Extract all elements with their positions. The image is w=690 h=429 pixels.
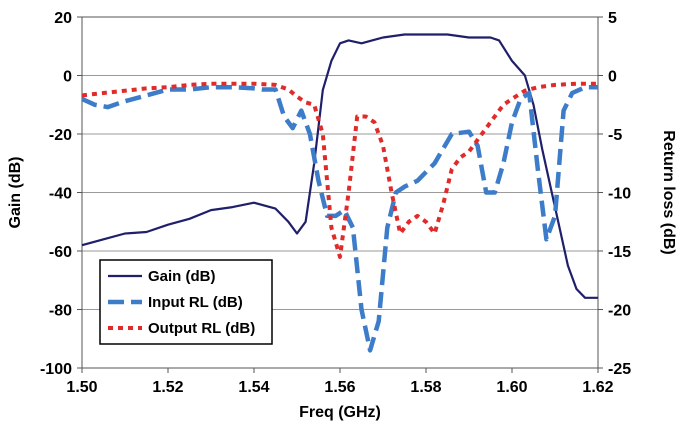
x-tick-label: 1.56 bbox=[324, 379, 355, 396]
plot-area-frame bbox=[81, 16, 599, 369]
legend-box bbox=[99, 259, 273, 345]
left-y-tick-label: -20 bbox=[49, 127, 72, 144]
legend: Gain (dB) Input RL (dB) Output RL (dB) bbox=[99, 259, 273, 345]
x-axis-title: Freq (GHz) bbox=[299, 404, 381, 421]
x-tick-label: 1.62 bbox=[582, 379, 613, 396]
series-line-input-rl bbox=[81, 84, 598, 353]
left-y-tick-label: 20 bbox=[54, 10, 72, 27]
legend-label-gain: Gain (dB) bbox=[148, 268, 216, 285]
left-y-tick-label: -60 bbox=[49, 244, 72, 261]
series-line-output-rl bbox=[81, 81, 598, 259]
x-tick-label: 1.50 bbox=[66, 379, 97, 396]
x-tick-label: 1.52 bbox=[152, 379, 183, 396]
left-y-tick-label: -100 bbox=[40, 361, 72, 378]
right-y-tick-label: 0 bbox=[608, 69, 617, 86]
left-y-tick-label: -80 bbox=[49, 303, 72, 320]
right-y-tick-label: -15 bbox=[608, 244, 631, 261]
series-layer bbox=[81, 33, 598, 353]
legend-label-input-rl: Input RL (dB) bbox=[148, 294, 243, 311]
right-y-tick-label: 5 bbox=[608, 10, 617, 27]
right-y-tick-label: -10 bbox=[608, 186, 631, 203]
right-y-axis-title: Return loss (dB) bbox=[660, 130, 677, 254]
right-y-tick-label: -25 bbox=[608, 361, 631, 378]
x-tick-label: 1.54 bbox=[238, 379, 269, 396]
right-y-tick-label: -5 bbox=[608, 127, 622, 144]
left-y-axis-title: Gain (dB) bbox=[7, 157, 24, 229]
x-tick-label: 1.60 bbox=[496, 379, 527, 396]
right-y-tick-label: -20 bbox=[608, 303, 631, 320]
left-y-tick-label: -40 bbox=[49, 186, 72, 203]
left-y-tick-label: 0 bbox=[63, 69, 72, 86]
x-tick-label: 1.58 bbox=[410, 379, 441, 396]
tick-labels: 20 0 -20 -40 -60 -80 -100 5 0 -5 -10 -15 -20 -25 1.50 1… bbox=[40, 10, 631, 396]
legend-label-output-rl: Output RL (dB) bbox=[148, 320, 255, 337]
series-line-gain bbox=[81, 33, 598, 299]
